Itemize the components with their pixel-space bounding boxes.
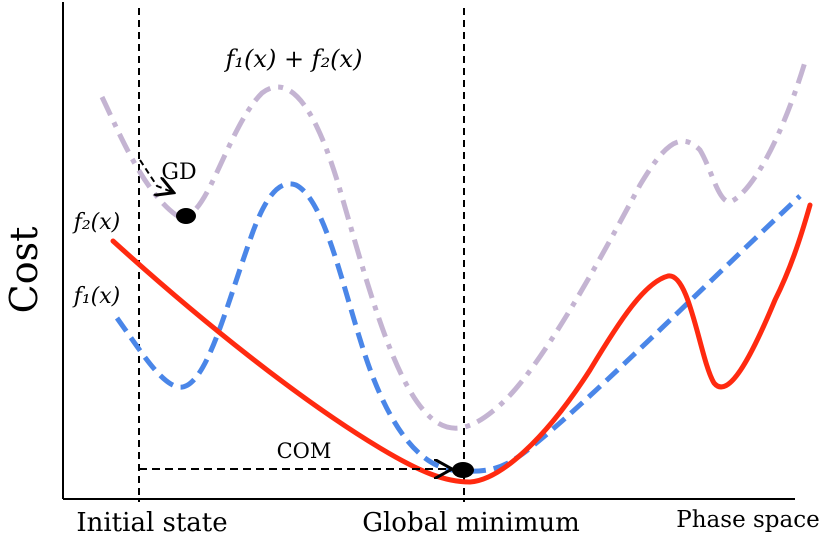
f2-curve: [110, 202, 813, 485]
sum-curve-label: f₁(x) + f₂(x): [224, 45, 363, 73]
initial-state-label: Initial state: [76, 508, 227, 535]
f1-curve-label: f₁(x): [72, 284, 121, 309]
gd-label: GD: [161, 160, 196, 185]
gd-marker: [176, 208, 196, 224]
global-minimum-label: Global minimum: [362, 508, 580, 535]
f2-curve-label: f₂(x): [72, 210, 121, 235]
sum-curve: [99, 61, 808, 431]
f1-curve: [114, 181, 802, 474]
gd-arrow: [139, 159, 172, 192]
global-minimum-marker: [452, 462, 474, 478]
com-label: COM: [277, 439, 332, 463]
y-axis-label: Cost: [2, 227, 46, 314]
phase-space-label: Phase space: [676, 507, 819, 533]
